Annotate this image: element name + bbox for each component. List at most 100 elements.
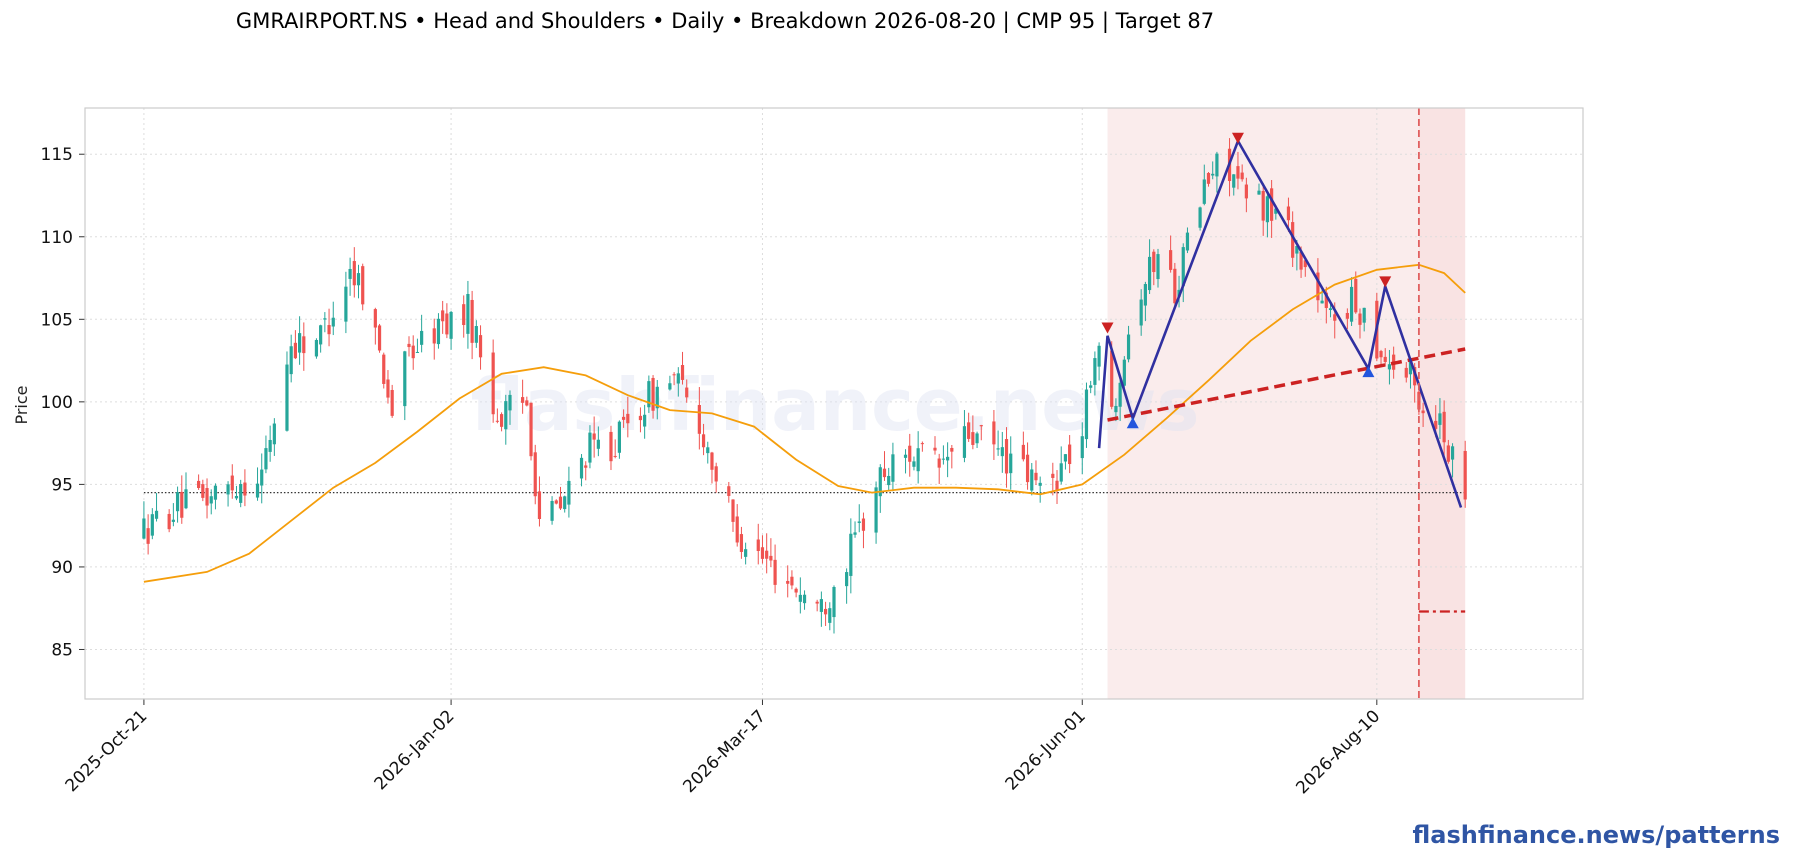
- candle-body: [878, 467, 882, 497]
- candle-body: [1286, 206, 1291, 221]
- candle-body: [243, 482, 247, 496]
- trough-marker: [1362, 366, 1375, 378]
- candle-body: [1379, 351, 1383, 358]
- peak-marker: [1101, 322, 1114, 334]
- candle-body: [794, 588, 798, 593]
- candle-body: [992, 421, 996, 445]
- candle-body: [1097, 345, 1101, 367]
- candle-body: [1303, 260, 1307, 268]
- candle-body: [537, 491, 542, 520]
- candle-body: [676, 373, 680, 384]
- candle-body: [1421, 410, 1425, 414]
- candle-body: [150, 514, 154, 536]
- candle-body: [643, 414, 647, 427]
- candle-body: [1021, 444, 1025, 460]
- candle-body: [302, 336, 306, 354]
- trough-marker: [1126, 417, 1139, 429]
- candle-body: [175, 492, 180, 512]
- candle-body: [205, 488, 209, 506]
- footer-brand[interactable]: flashfinance.news/patterns: [1412, 821, 1780, 849]
- candle-body: [230, 475, 234, 491]
- candle-body: [411, 345, 415, 359]
- candle-body: [1063, 454, 1068, 462]
- candle-body: [1156, 254, 1160, 280]
- chart-title: GMRAIRPORT.NS • Head and Shoulders • Dai…: [236, 9, 1214, 34]
- y-tick-label: 105: [41, 310, 73, 330]
- candle-body: [331, 317, 335, 327]
- candle-body: [979, 425, 983, 427]
- candle-body: [386, 379, 390, 398]
- candle-body: [967, 422, 971, 439]
- candle-body: [1004, 439, 1009, 474]
- candle-body: [1114, 405, 1118, 413]
- candle-body: [1442, 411, 1446, 443]
- candle-body: [638, 415, 643, 421]
- x-tick-label: 2026-Aug-10: [1292, 706, 1384, 798]
- candle-body: [996, 448, 1000, 450]
- candle-body: [1126, 334, 1131, 360]
- candle-body: [344, 286, 348, 322]
- candle-body: [1265, 196, 1270, 223]
- x-tick-label: 2026-Jan-02: [371, 706, 459, 794]
- candle-body: [407, 343, 411, 348]
- candle-body: [529, 402, 533, 457]
- candle-body: [887, 475, 891, 486]
- candle-body: [1084, 389, 1089, 440]
- candle-body: [786, 580, 790, 584]
- candle-body: [1034, 472, 1038, 481]
- plot-frame: [84, 107, 1584, 700]
- candle-body: [234, 495, 239, 499]
- candle-body: [348, 268, 352, 279]
- candle-body: [668, 383, 672, 390]
- candle-body: [1143, 284, 1147, 306]
- candle-body: [680, 365, 685, 380]
- candle-body: [769, 555, 773, 561]
- candle-body: [255, 483, 260, 498]
- candle-body: [474, 326, 478, 343]
- candle-body: [706, 447, 710, 454]
- candle-body: [1291, 222, 1295, 258]
- y-tick-label: 110: [41, 228, 73, 248]
- candle-body: [773, 559, 777, 585]
- candle-body: [167, 513, 171, 530]
- candle-body: [1181, 247, 1185, 287]
- candle-body: [558, 496, 563, 509]
- candle-body: [845, 572, 849, 587]
- candle-body: [1345, 312, 1349, 319]
- candle-body: [739, 534, 744, 552]
- candle-body: [478, 335, 483, 358]
- candle-body: [226, 484, 230, 495]
- candle-body: [1257, 190, 1261, 195]
- candle-body: [933, 447, 937, 451]
- candle-body: [731, 499, 735, 522]
- candle-body: [1118, 382, 1122, 407]
- candle-body: [361, 266, 365, 305]
- candle-body: [765, 550, 769, 559]
- candle-body: [941, 458, 946, 460]
- candle-body: [432, 328, 436, 344]
- candle-body: [891, 454, 895, 482]
- candle-body: [420, 330, 424, 345]
- candle-body: [1320, 300, 1324, 304]
- y-tick-label: 115: [41, 145, 73, 165]
- candle-body: [260, 469, 264, 486]
- candle-body: [714, 466, 718, 482]
- candle-body: [499, 414, 504, 427]
- candle-body: [937, 458, 941, 468]
- candle-body: [525, 400, 529, 406]
- y-axis-label: Price: [12, 385, 31, 424]
- pattern-zone: [1107, 108, 1466, 699]
- candle-body: [445, 313, 449, 335]
- candle-body: [1055, 480, 1059, 491]
- candle-body: [744, 549, 748, 557]
- candle-body: [390, 389, 394, 416]
- candle-body: [171, 519, 175, 522]
- candle-body: [1358, 313, 1362, 325]
- candle-body: [946, 456, 950, 461]
- candle-body: [403, 351, 407, 407]
- x-tick-label: 2025-Oct-21: [62, 706, 152, 796]
- candle-body: [819, 599, 823, 612]
- candle-body: [579, 457, 584, 479]
- candle-body: [1139, 299, 1143, 326]
